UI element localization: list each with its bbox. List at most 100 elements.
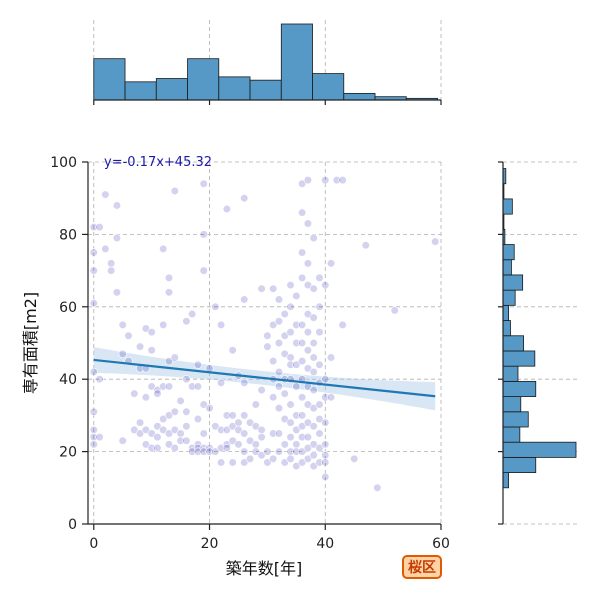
scatter-point xyxy=(95,433,104,442)
scatter-point xyxy=(251,440,260,449)
scatter-point xyxy=(263,331,272,340)
scatter-point xyxy=(303,418,313,427)
scatter-point xyxy=(193,360,203,369)
scatter-point xyxy=(257,385,266,395)
scatter-point xyxy=(211,447,220,456)
scatter-point xyxy=(338,320,347,330)
scatter-point xyxy=(147,429,156,438)
scatter-point xyxy=(164,440,174,449)
scatter-point xyxy=(303,346,313,355)
scatter-point xyxy=(164,357,174,366)
scatter-point xyxy=(240,194,249,203)
y-tick-label: 20 xyxy=(59,445,77,461)
scatter-point xyxy=(303,176,313,185)
scatter-point xyxy=(153,389,162,398)
scatter-point xyxy=(309,451,318,460)
scatter-point xyxy=(269,393,278,402)
scatter-point xyxy=(326,353,336,362)
scatter-point xyxy=(292,440,301,449)
scatter-point xyxy=(292,382,301,391)
scatter-point xyxy=(309,385,318,395)
scatter-point xyxy=(269,320,278,330)
scatter-point xyxy=(286,302,295,311)
scatter-point xyxy=(118,320,127,330)
y-tick-label: 0 xyxy=(68,517,77,533)
scatter-point xyxy=(199,230,208,239)
scatter-point xyxy=(292,411,301,420)
y-tick-label: 100 xyxy=(50,155,77,171)
y-hist-bar xyxy=(502,441,577,458)
y-hist-bar xyxy=(502,244,515,261)
scatter-point xyxy=(286,433,295,442)
scatter-point xyxy=(257,433,266,442)
scatter-point xyxy=(159,382,168,391)
scatter-point xyxy=(315,360,324,369)
scatter-point xyxy=(321,440,330,449)
scatter-point xyxy=(274,447,284,456)
y-hist-bar xyxy=(502,320,511,337)
scatter-point xyxy=(303,400,313,409)
scatter-point xyxy=(321,375,330,384)
scatter-point xyxy=(216,425,226,434)
scatter-point xyxy=(292,447,301,456)
scatter-point xyxy=(309,440,318,449)
scatter-point xyxy=(205,447,214,456)
x-axis-title: 築年数[年] xyxy=(226,559,303,578)
x-hist-bar xyxy=(249,79,282,101)
scatter-point xyxy=(298,458,307,467)
scatter-point xyxy=(309,338,318,348)
y-hist-bar xyxy=(502,274,524,291)
scatter-point xyxy=(292,425,301,434)
scatter-point xyxy=(101,190,110,199)
scatter-point xyxy=(269,357,278,366)
y-hist-bar xyxy=(502,259,512,276)
scatter-point xyxy=(170,443,179,453)
scatter-point xyxy=(89,299,98,308)
scatter-point xyxy=(286,280,295,290)
scatter-point xyxy=(176,396,185,406)
scatter-point xyxy=(193,414,203,424)
scatter-point xyxy=(431,237,440,246)
x-histogram xyxy=(93,23,438,101)
scatter-point xyxy=(315,328,324,337)
scatter-point xyxy=(274,338,284,348)
scatter-point xyxy=(245,418,255,427)
scatter-point xyxy=(263,342,272,351)
scatter-point xyxy=(89,425,98,434)
scatter-point xyxy=(89,266,98,275)
scatter-point xyxy=(251,447,260,456)
scatter-point xyxy=(112,201,122,210)
scatter-point xyxy=(292,338,301,348)
scatter-point xyxy=(350,454,359,463)
scatter-point xyxy=(298,273,307,282)
x-hist-bar xyxy=(218,76,251,101)
y-hist-bar xyxy=(502,426,521,443)
scatter-point xyxy=(280,389,289,398)
scatter-point xyxy=(164,382,174,391)
scatter-point xyxy=(107,259,116,268)
scatter-point xyxy=(89,433,98,442)
x-hist-bar xyxy=(312,73,345,101)
scatter-point xyxy=(240,295,249,304)
scatter-point xyxy=(309,404,318,413)
scatter-point xyxy=(292,320,301,330)
scatter-point xyxy=(315,302,324,311)
scatter-point xyxy=(292,360,301,369)
scatter-point xyxy=(309,233,318,243)
scatter-point xyxy=(188,309,197,319)
x-hist-bar xyxy=(93,58,126,101)
scatter-point xyxy=(159,414,168,424)
scatter-point xyxy=(315,400,324,409)
scatter-point xyxy=(135,429,145,438)
x-tick-label: 0 xyxy=(89,536,98,552)
scatter-point xyxy=(315,458,324,467)
scatter-point xyxy=(89,248,98,257)
scatter-point xyxy=(118,349,127,358)
scatter-point xyxy=(332,176,341,185)
scatter-point xyxy=(280,440,289,449)
scatter-point xyxy=(245,454,255,463)
scatter-point xyxy=(234,425,243,434)
scatter-point xyxy=(176,436,185,445)
scatter-point xyxy=(280,309,289,319)
